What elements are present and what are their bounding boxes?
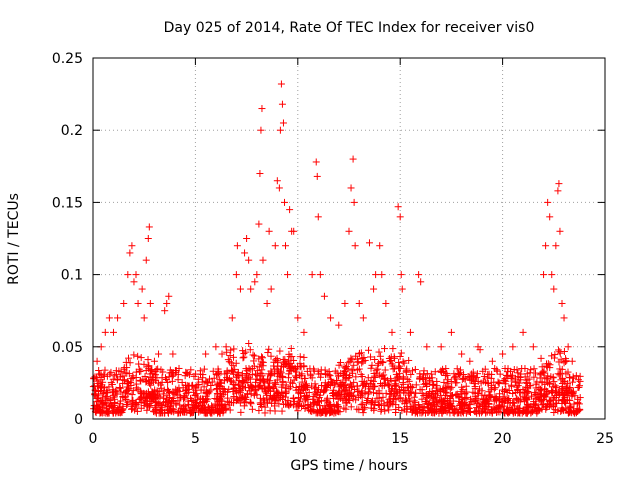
chart-root: 051015202500.050.10.150.20.25 Day 025 of… — [0, 0, 640, 480]
roti-chart: 051015202500.050.10.150.20.25 Day 025 of… — [0, 0, 640, 480]
